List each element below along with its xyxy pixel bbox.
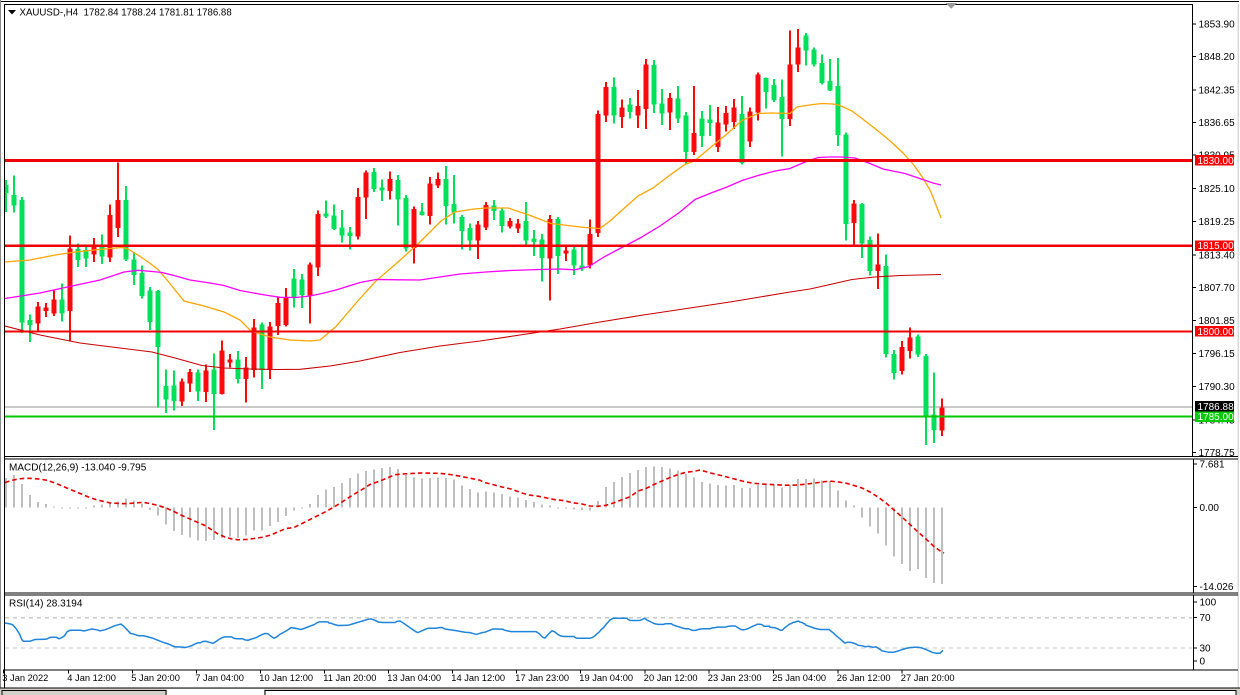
svg-text:13 Jan 04:00: 13 Jan 04:00	[387, 673, 441, 683]
svg-text:1830.00: 1830.00	[1198, 156, 1235, 167]
svg-text:7.681: 7.681	[1200, 460, 1225, 471]
svg-text:1819.25: 1819.25	[1199, 217, 1236, 228]
svg-text:20 Jan 12:00: 20 Jan 12:00	[644, 673, 698, 683]
svg-text:3 Jan 2022: 3 Jan 2022	[2, 673, 48, 683]
svg-text:1786.88: 1786.88	[1198, 402, 1235, 413]
svg-text:MACD(12,26,9) -13.040 -9.795: MACD(12,26,9) -13.040 -9.795	[9, 463, 147, 474]
svg-text:7 Jan 04:00: 7 Jan 04:00	[195, 673, 244, 683]
svg-text:70: 70	[1200, 613, 1212, 624]
svg-text:1800.00: 1800.00	[1198, 327, 1235, 338]
svg-text:19 Jan 04:00: 19 Jan 04:00	[579, 673, 633, 683]
svg-text:0: 0	[1200, 657, 1206, 668]
svg-text:1807.70: 1807.70	[1199, 283, 1236, 294]
svg-text:1785.00: 1785.00	[1198, 412, 1235, 423]
svg-text:100: 100	[1200, 598, 1217, 609]
svg-text:25 Jan 04:00: 25 Jan 04:00	[772, 673, 826, 683]
svg-text:1801.85: 1801.85	[1199, 316, 1236, 327]
svg-text:27 Jan 20:00: 27 Jan 20:00	[901, 673, 955, 683]
svg-text:1836.65: 1836.65	[1199, 118, 1236, 129]
svg-text:0.00: 0.00	[1200, 503, 1220, 514]
svg-text:1853.90: 1853.90	[1199, 20, 1236, 31]
svg-text:5 Jan 20:00: 5 Jan 20:00	[131, 673, 180, 683]
svg-text:1825.10: 1825.10	[1199, 184, 1236, 195]
svg-text:11 Jan 20:00: 11 Jan 20:00	[323, 673, 376, 683]
svg-text:23 Jan 23:00: 23 Jan 23:00	[708, 673, 762, 683]
svg-text:-14.026: -14.026	[1200, 582, 1234, 593]
svg-text:1848.20: 1848.20	[1199, 52, 1236, 63]
svg-text:30: 30	[1200, 643, 1212, 654]
svg-text:1796.15: 1796.15	[1199, 349, 1236, 360]
svg-text:4 Jan 12:00: 4 Jan 12:00	[67, 673, 116, 683]
svg-text:26 Jan 12:00: 26 Jan 12:00	[837, 673, 891, 683]
svg-text:1842.35: 1842.35	[1199, 86, 1236, 97]
svg-text:14 Jan 12:00: 14 Jan 12:00	[451, 673, 505, 683]
svg-text:1815.00: 1815.00	[1198, 241, 1235, 252]
svg-text:1790.30: 1790.30	[1199, 382, 1236, 393]
svg-text:1813.40: 1813.40	[1199, 251, 1236, 262]
svg-text:RSI(14) 28.3194: RSI(14) 28.3194	[9, 599, 83, 610]
svg-text:1778.75: 1778.75	[1199, 448, 1236, 459]
svg-text:17 Jan 23:00: 17 Jan 23:00	[515, 673, 569, 683]
svg-text:10 Jan 12:00: 10 Jan 12:00	[259, 673, 313, 683]
svg-text:XAUUSD-,H4 1782.84 1788.24 17: XAUUSD-,H4 1782.84 1788.24 1781.81 1786.…	[20, 8, 232, 19]
